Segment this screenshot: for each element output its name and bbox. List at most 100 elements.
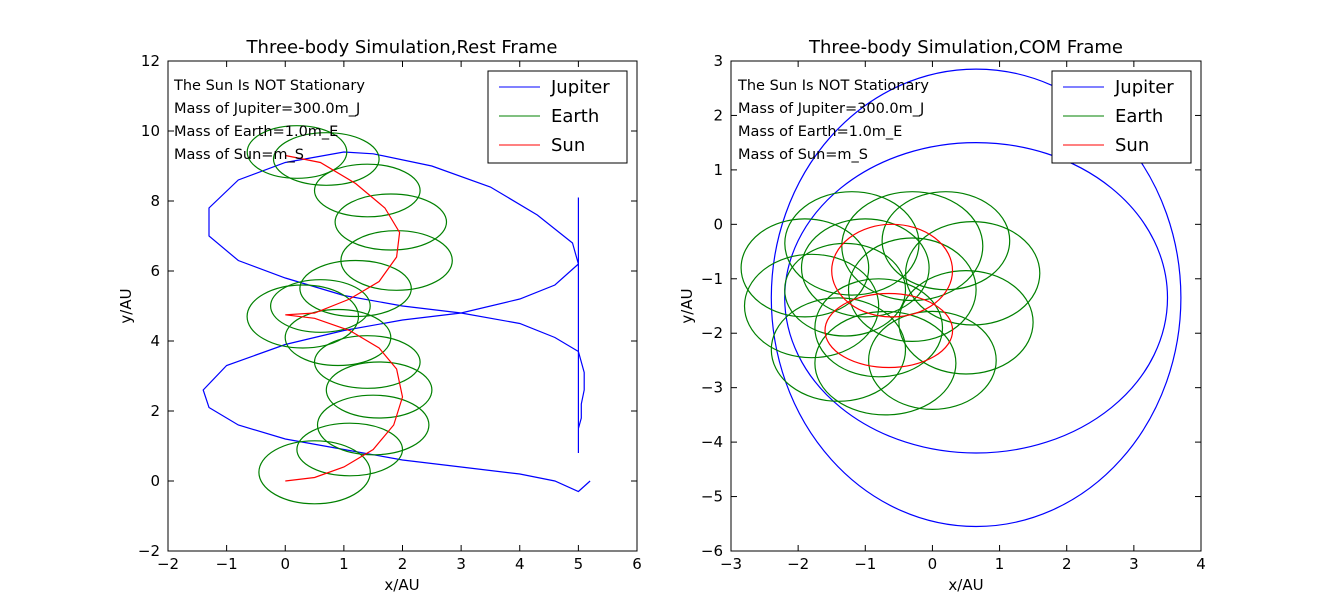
- com-frame-ticks: −3 −2 −1 0 1 2 3 4 −6 −5 −4 −3 −2 −1 0 1 2 3: [701, 52, 1206, 573]
- rest-frame-xtick-label: 1: [339, 555, 349, 573]
- com-frame-earth-loop-5: [898, 269, 1034, 375]
- com-frame-ytick-label: −5: [701, 488, 723, 506]
- rest-frame-xtick-label: 5: [574, 555, 584, 573]
- rest-frame-annotations: The Sun Is NOT Stationary Mass of Jupite…: [173, 78, 365, 163]
- rest-frame-annotation-4: Mass of Sun=m_S: [174, 147, 304, 163]
- com-frame-legend-label-sun: Sun: [1115, 135, 1149, 156]
- com-frame-xlabel: x/AU: [948, 576, 983, 594]
- rest-frame-ytick-label: 12: [141, 52, 160, 70]
- rest-frame-earth-loop-12: [313, 163, 421, 218]
- rest-frame-xtick-label: 2: [398, 555, 408, 573]
- rest-frame-ytick-label: 4: [150, 332, 160, 350]
- rest-frame-legend-label-earth: Earth: [551, 106, 599, 127]
- com-frame-legend-label-earth: Earth: [1115, 106, 1163, 127]
- com-frame-annotation-3: Mass of Earth=1.0m_E: [738, 124, 902, 140]
- com-frame-ytick-label: −3: [701, 379, 723, 397]
- rest-frame-legend-box: [487, 70, 628, 164]
- rest-frame-earth-loop-1: [258, 440, 371, 505]
- com-frame-annotation-1: The Sun Is NOT Stationary: [737, 78, 929, 94]
- rest-frame-xtick-label: 3: [456, 555, 466, 573]
- rest-frame-earth-loop-9: [299, 259, 412, 318]
- rest-frame-ylabel: y/AU: [117, 288, 135, 323]
- rest-frame-annotation-2: Mass of Jupiter=300.0m_J: [174, 101, 360, 117]
- rest-frame-annotation-3: Mass of Earth=1.0m_E: [174, 124, 338, 140]
- com-frame-xtick-label: −1: [854, 555, 876, 573]
- com-frame-ytick-label: −2: [701, 324, 723, 342]
- com-frame-earth-loop-10: [740, 218, 870, 318]
- com-frame-xtick-label: 4: [1196, 555, 1206, 573]
- com-frame-ytick-label: 1: [713, 161, 723, 179]
- rest-frame-xtick-label: 0: [280, 555, 290, 573]
- rest-frame-earth-loop-14: [246, 125, 348, 179]
- com-frame-legend-box: [1051, 70, 1192, 164]
- com-frame-xtick-label: 3: [1129, 555, 1139, 573]
- rest-frame-xtick-label: −1: [216, 555, 238, 573]
- rest-frame-earth-loop-3: [316, 394, 430, 456]
- com-frame-earth-loop-4: [905, 221, 1041, 326]
- com-frame-sun-loop-1: [831, 223, 954, 318]
- com-frame-annotation-4: Mass of Sun=m_S: [738, 147, 868, 163]
- com-frame-earth-loop-6: [867, 310, 997, 410]
- com-frame-plot-area: [740, 68, 1182, 528]
- com-frame-title: Three-body Simulation,COM Frame: [808, 37, 1123, 58]
- rest-frame-earth-loop-6: [284, 308, 392, 367]
- rest-frame-ytick-label: 8: [150, 192, 160, 210]
- com-frame-earth-loop-14: [784, 242, 907, 337]
- com-frame-earth-loop-13: [814, 278, 944, 378]
- com-frame-jupiter-orbit-1: [770, 68, 1182, 528]
- rest-frame-xlabel: x/AU: [384, 576, 419, 594]
- com-frame-sun-loop-2: [824, 292, 954, 369]
- rest-frame-earth-loop-13: [272, 132, 380, 186]
- com-frame-axes-frame: [730, 60, 1202, 552]
- rest-frame-earth-loop-5: [313, 335, 421, 389]
- rest-frame-earth-loop-11: [334, 193, 448, 251]
- com-frame-ytick-label: 2: [713, 106, 723, 124]
- com-frame-xtick-label: 0: [928, 555, 938, 573]
- rest-frame-earth-loop-2: [296, 422, 404, 477]
- rest-frame-title: Three-body Simulation,Rest Frame: [246, 37, 558, 58]
- com-frame-earth-loop-1: [784, 191, 920, 296]
- com-frame-ytick-label: −1: [701, 270, 723, 288]
- com-frame-panel: Three-body Simulation,COM Frame x/AU y/A…: [678, 37, 1206, 594]
- com-frame-earth-loop-12: [847, 237, 977, 343]
- rest-frame-ytick-label: 6: [150, 262, 160, 280]
- com-frame-earth-loop-7: [814, 310, 957, 416]
- rest-frame-ytick-label: 0: [150, 472, 160, 490]
- rest-frame-earth-loop-10: [340, 230, 453, 291]
- rest-frame-panel: Three-body Simulation,Rest Frame x/AU y/…: [117, 37, 642, 594]
- com-frame-xtick-label: 1: [995, 555, 1005, 573]
- rest-frame-legend: Jupiter Earth Sun: [487, 70, 628, 164]
- com-frame-xtick-label: −2: [787, 555, 809, 573]
- com-frame-xtick-label: −3: [720, 555, 742, 573]
- com-frame-annotations: The Sun Is NOT Stationary Mass of Jupite…: [737, 78, 929, 163]
- com-frame-annotation-2: Mass of Jupiter=300.0m_J: [738, 101, 924, 117]
- com-frame-legend-label-jupiter: Jupiter: [1114, 77, 1174, 98]
- rest-frame-legend-label-sun: Sun: [551, 135, 585, 156]
- rest-frame-xtick-label: 4: [515, 555, 525, 573]
- com-frame-ylabel: y/AU: [678, 288, 696, 323]
- com-frame-ytick-label: −4: [701, 433, 723, 451]
- com-frame-ytick-label: −6: [701, 542, 723, 560]
- com-frame-earth-loop-8: [770, 297, 907, 402]
- rest-frame-xtick-label: 6: [632, 555, 642, 573]
- com-frame-earth-loop-11: [800, 218, 930, 318]
- rest-frame-jupiter-line: [202, 151, 591, 493]
- com-frame-ytick-label: 3: [713, 52, 723, 70]
- rest-frame-earth-loop-4: [325, 361, 433, 419]
- rest-frame-legend-label-jupiter: Jupiter: [550, 77, 610, 98]
- com-frame-earth-loop-9: [743, 253, 880, 359]
- rest-frame-ytick-label: 10: [141, 122, 160, 140]
- rest-frame-sun-line: [285, 154, 404, 482]
- rest-frame-xtick-label: −2: [157, 555, 179, 573]
- com-frame-legend: Jupiter Earth Sun: [1051, 70, 1192, 164]
- rest-frame-ytick-label: 2: [150, 402, 160, 420]
- rest-frame-ytick-label: −2: [138, 542, 160, 560]
- com-frame-ytick-label: 0: [713, 215, 723, 233]
- com-frame-xtick-label: 2: [1062, 555, 1072, 573]
- rest-frame-plot-area: [202, 125, 591, 505]
- com-frame-jupiter-orbit-2: [784, 142, 1169, 454]
- rest-frame-earth-loop-8: [269, 279, 371, 333]
- com-frame-earth-loop-3: [881, 191, 1011, 291]
